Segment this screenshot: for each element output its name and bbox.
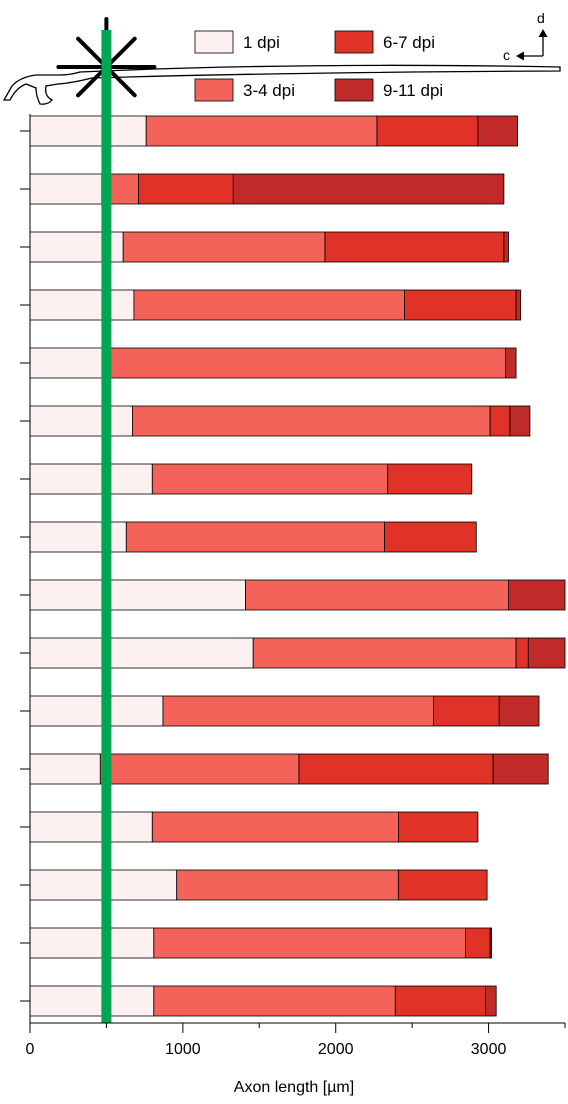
bar-row15-segment2 (153, 927, 466, 959)
bar-row15-segment3 (465, 927, 491, 959)
dorsal-label: d (537, 10, 545, 26)
bar-row6-segment4 (509, 405, 531, 437)
legend-swatch-4 (334, 78, 374, 102)
bar-row10-segment3 (515, 637, 529, 669)
bar-row16-segment4 (485, 985, 497, 1017)
bar-row1-segment2 (145, 115, 378, 147)
bar-row12-segment1 (29, 753, 101, 785)
bar-row4-segment4 (515, 289, 522, 321)
orientation-axes-icon: d c (503, 10, 548, 63)
bar-row6-segment2 (131, 405, 491, 437)
bar-row3-segment2 (122, 231, 326, 263)
bar-row16-segment1 (29, 985, 155, 1017)
bar-row2-segment1 (29, 173, 103, 205)
bar-row1-segment4 (477, 115, 518, 147)
bar-row1-segment3 (376, 115, 479, 147)
x-tick-label: 3000 (471, 1041, 507, 1058)
x-tick-label: 2000 (318, 1041, 354, 1058)
bar-row8-segment1 (29, 521, 127, 553)
bar-row7-segment2 (151, 463, 389, 495)
bar-row11-segment4 (498, 695, 540, 727)
bar-row12-segment3 (298, 753, 494, 785)
marker-line (101, 30, 112, 1023)
bar-row4-segment3 (404, 289, 517, 321)
legend-swatch-1 (194, 30, 234, 54)
bar-row5-segment2 (104, 347, 506, 379)
axes: 0 1000 2000 3000 (20, 114, 566, 1058)
bar-row9-segment4 (507, 579, 566, 611)
bar-row11-segment3 (433, 695, 500, 727)
bars-layer (29, 115, 566, 1017)
bar-row9-segment2 (245, 579, 509, 611)
legend-swatch-3 (334, 30, 374, 54)
x-tick-label: 1000 (165, 1041, 201, 1058)
bar-row10-segment4 (527, 637, 566, 669)
bar-row12-segment2 (99, 753, 300, 785)
bar-row14-segment2 (176, 869, 399, 901)
bar-row5-segment1 (29, 347, 106, 379)
bar-row9-segment1 (29, 579, 246, 611)
bar-row6-segment3 (489, 405, 511, 437)
bar-row11-segment2 (162, 695, 435, 727)
bar-row2-segment4 (232, 173, 505, 205)
legend: 1 dpi 6-7 dpi 3-4 dpi 9-11 dpi (194, 30, 443, 102)
bar-row12-segment4 (492, 753, 549, 785)
bar-row10-segment1 (29, 637, 254, 669)
bar-row8-segment3 (384, 521, 477, 553)
bar-row13-segment1 (29, 811, 153, 843)
bar-row6-segment1 (29, 405, 133, 437)
bar-row4-segment1 (29, 289, 135, 321)
caudal-label: c (503, 47, 510, 63)
larva-outline (2, 64, 561, 105)
bar-row7-segment1 (29, 463, 153, 495)
bar-row3-segment4 (503, 231, 509, 263)
bar-row1-segment1 (29, 115, 147, 147)
bar-row16-segment3 (394, 985, 486, 1017)
legend-label-4: 9-11 dpi (383, 81, 443, 100)
bar-row4-segment2 (133, 289, 405, 321)
bar-row5-segment4 (504, 347, 517, 379)
bar-row13-segment2 (151, 811, 399, 843)
legend-label-3: 6-7 dpi (383, 33, 435, 52)
bar-row10-segment2 (252, 637, 517, 669)
bar-row15-segment1 (29, 927, 155, 959)
bar-row15-segment4 (489, 927, 493, 959)
bar-row8-segment2 (125, 521, 385, 553)
bar-row2-segment3 (138, 173, 234, 205)
bar-row14-segment3 (397, 869, 488, 901)
x-axis-label: Axon length [µm] (234, 1079, 354, 1096)
bar-row11-segment1 (29, 695, 164, 727)
bar-row13-segment3 (397, 811, 479, 843)
bar-row7-segment3 (387, 463, 473, 495)
legend-label-1: 1 dpi (243, 33, 280, 52)
legend-swatch-2 (194, 78, 234, 102)
legend-label-2: 3-4 dpi (243, 81, 295, 100)
x-tick-label: 0 (26, 1041, 35, 1058)
bar-row3-segment3 (324, 231, 505, 263)
bar-row16-segment2 (153, 985, 396, 1017)
